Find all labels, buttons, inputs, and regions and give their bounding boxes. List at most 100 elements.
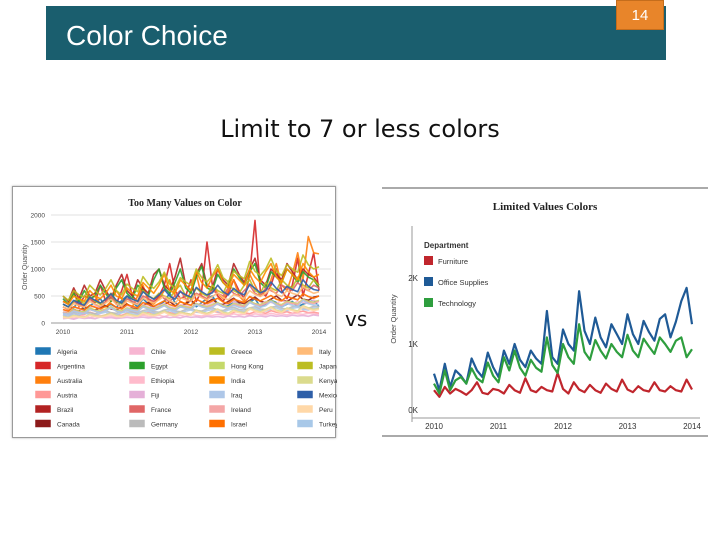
left-series-line xyxy=(62,299,320,316)
left-series-line xyxy=(62,254,320,302)
too-many-colors-chart: Too Many Values on Color Order Quantity 0 5… xyxy=(12,186,337,438)
left-legend-label: Iraq xyxy=(231,393,243,400)
left-legend-item: Australia xyxy=(34,375,83,385)
right-legend-swatch xyxy=(424,298,433,307)
right-ytick-label: 1K xyxy=(408,340,418,349)
left-legend-item: Chile xyxy=(128,346,166,356)
left-legend-swatch xyxy=(34,375,52,385)
left-legend-swatch xyxy=(128,390,146,399)
left-series-line xyxy=(62,262,320,305)
right-legend-title: Department xyxy=(424,241,469,250)
left-series-line xyxy=(62,279,320,308)
left-chart-svg: Too Many Values on Color Order Quantity 0 5… xyxy=(22,198,337,429)
left-legend-label: Argentina xyxy=(57,364,85,371)
left-legend-item: Greece xyxy=(208,346,253,356)
left-legend-swatch xyxy=(34,404,52,414)
right-series-line xyxy=(432,286,694,392)
right-legend-swatch xyxy=(424,256,433,265)
left-series-line xyxy=(62,314,320,320)
left-legend-swatch xyxy=(128,346,146,356)
left-legend-swatch xyxy=(208,346,226,356)
left-legend-item: Peru xyxy=(296,404,333,414)
left-legend-swatch xyxy=(128,404,146,414)
left-legend-item: Kenya xyxy=(296,375,337,385)
left-xtick-label: 2014 xyxy=(312,329,327,336)
left-xtick-label: 2013 xyxy=(248,329,263,336)
left-legend-label: Israel xyxy=(231,422,247,429)
right-legend-label: Technology xyxy=(438,299,476,308)
left-legend-item: Italy xyxy=(296,346,332,356)
left-legend-label: Turkey xyxy=(319,422,337,429)
right-ytick-label: 2K xyxy=(408,274,418,283)
right-ytick-label: 0K xyxy=(408,406,418,415)
left-legend-label: Algeria xyxy=(57,349,78,356)
left-legend-swatch xyxy=(296,404,314,414)
left-legend-item: Japan xyxy=(296,361,337,371)
left-ytick-label: 1000 xyxy=(31,267,46,274)
left-legend-item: Fiji xyxy=(128,390,159,400)
left-legend-label: Austria xyxy=(57,393,78,400)
left-xtick-label: 2011 xyxy=(120,329,134,336)
left-legend-label: Mexico xyxy=(319,393,337,400)
left-legend-label: Brazil xyxy=(57,407,74,414)
left-legend-swatch xyxy=(296,375,314,385)
left-legend-item: Argentina xyxy=(34,361,85,371)
right-xtick-label: 2011 xyxy=(490,422,508,431)
left-legend-swatch xyxy=(34,419,52,428)
left-ytick-label: 1500 xyxy=(31,240,46,247)
left-legend-item: Algeria xyxy=(34,346,78,356)
left-legend-swatch xyxy=(34,390,52,399)
left-legend-label: Ethiopia xyxy=(151,378,175,385)
left-chart-title: Too Many Values on Color xyxy=(128,198,242,209)
left-chart-ylabel: Order Quantity xyxy=(22,244,29,290)
left-legend-label: Peru xyxy=(319,407,333,414)
left-legend-label: Germany xyxy=(151,422,178,429)
left-series-line xyxy=(62,306,320,319)
left-legend-item: Canada xyxy=(34,419,80,429)
slide-subtitle: Limit to 7 or less colors xyxy=(0,115,720,143)
right-chart-ylabel: Order Quantity xyxy=(389,294,398,343)
right-legend-label: Furniture xyxy=(438,257,468,266)
left-legend-swatch xyxy=(208,419,226,428)
left-legend-label: India xyxy=(231,378,245,385)
left-legend-swatch xyxy=(208,375,226,385)
left-legend-swatch xyxy=(34,346,52,356)
left-legend-swatch xyxy=(128,419,146,428)
right-series-line xyxy=(433,371,693,398)
left-legend-swatch xyxy=(208,361,226,370)
left-series-line xyxy=(62,285,320,310)
left-legend-item: Brazil xyxy=(34,404,74,414)
left-xtick-label: 2012 xyxy=(184,329,199,336)
left-legend-label: Kenya xyxy=(319,378,337,385)
title-bar: Color Choice xyxy=(46,6,666,60)
slide-number-badge: 14 xyxy=(616,0,664,30)
left-legend-item: Germany xyxy=(128,419,178,429)
left-legend-swatch xyxy=(208,404,226,414)
left-legend-item: Turkey xyxy=(296,419,337,429)
left-legend-swatch xyxy=(296,361,314,370)
left-legend-label: Ireland xyxy=(231,407,251,414)
left-legend-label: Australia xyxy=(57,378,83,385)
left-legend-item: Ethiopia xyxy=(128,375,175,385)
left-legend-swatch xyxy=(208,390,226,399)
left-legend-item: Ireland xyxy=(208,404,251,414)
left-legend-swatch xyxy=(296,390,314,399)
left-legend-label: Japan xyxy=(319,364,337,371)
right-chart-svg: Limited Values Colors Order Quantity 0K 1K 2… xyxy=(382,187,708,437)
left-legend-item: India xyxy=(208,375,245,385)
right-legend-item: Technology xyxy=(424,298,476,308)
right-xtick-label: 2013 xyxy=(619,422,637,431)
left-legend-swatch xyxy=(128,375,146,385)
right-xtick-label: 2010 xyxy=(425,422,443,431)
left-ytick-label: 0 xyxy=(41,321,45,328)
left-legend-item: France xyxy=(128,404,172,414)
left-legend-label: Greece xyxy=(231,349,253,356)
right-legend-swatch xyxy=(424,277,433,286)
left-legend-label: Italy xyxy=(319,349,332,356)
left-legend-label: Canada xyxy=(57,422,80,429)
left-xtick-label: 2010 xyxy=(56,329,71,336)
left-legend-swatch xyxy=(34,361,52,370)
left-legend-swatch xyxy=(296,346,314,356)
vs-label: vs xyxy=(345,307,368,331)
left-legend-label: Egypt xyxy=(151,364,168,371)
